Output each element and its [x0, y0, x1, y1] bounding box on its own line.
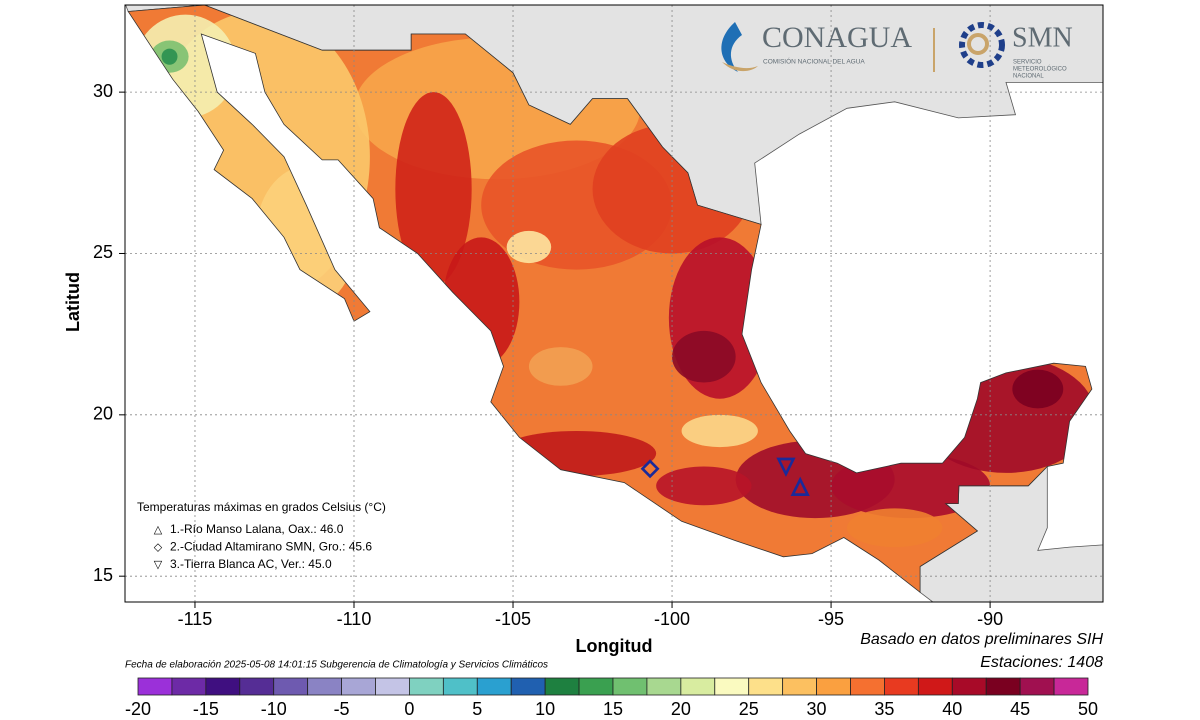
colorbar-box	[816, 677, 851, 696]
y-tick-label: 25	[93, 242, 113, 262]
colorbar-box	[409, 677, 444, 696]
x-tick-label: -100	[654, 609, 690, 629]
logo-subtext: SERVICIO	[1013, 60, 1042, 66]
source-note: Basado en datos preliminares SIH	[860, 631, 1103, 648]
logo-icon	[721, 22, 742, 72]
colorbar-box	[884, 677, 919, 696]
colorbar-box	[307, 677, 342, 696]
colorbar-box	[951, 677, 987, 696]
colorbar-label: -10	[261, 699, 287, 719]
colorbar-label: 5	[472, 699, 482, 719]
colorbar-box	[612, 677, 648, 696]
x-tick-label: -105	[495, 609, 531, 629]
colorbar-box	[748, 677, 784, 696]
colorbar-box	[137, 677, 173, 696]
y-tick-label: 20	[93, 404, 113, 424]
colorbar-box	[714, 677, 750, 696]
temperature-zone	[656, 466, 752, 506]
station-marker: ◇	[642, 455, 659, 480]
logo-text: CONAGUA	[762, 21, 912, 54]
colorbar-label: 0	[404, 699, 414, 719]
colorbar-box	[680, 677, 716, 696]
colorbar-box	[205, 677, 241, 696]
legend-symbol: △	[154, 524, 163, 536]
colorbar-box	[1053, 677, 1089, 696]
colorbar-box	[442, 677, 478, 696]
colorbar-box	[782, 677, 817, 696]
colorbar-box	[239, 677, 275, 696]
legend-label: 1.-Río Manso Lalana, Oax.: 46.0	[170, 522, 344, 536]
map-area	[125, 5, 1168, 602]
colorbar-box	[510, 677, 546, 696]
legend-title: Temperaturas máximas en grados Celsius (…	[137, 500, 386, 514]
station-marker: ▽	[777, 453, 794, 478]
colorbar-label: 15	[603, 699, 623, 719]
temperature-zone	[395, 92, 472, 286]
colorbar-label: 10	[535, 699, 555, 719]
logo-icon	[722, 62, 758, 72]
colorbar-box	[578, 677, 614, 696]
land-cuba	[1117, 331, 1168, 357]
temperature-zone	[846, 508, 943, 548]
colorbar-label: -15	[193, 699, 219, 719]
logo-subtext: METEOROLÓGICO	[1013, 66, 1067, 73]
y-tick-label: 15	[93, 565, 113, 585]
x-tick-label: -95	[818, 609, 844, 629]
x-tick-label: -90	[977, 609, 1003, 629]
logo-icon	[967, 33, 989, 55]
x-axis-label: Longitud	[576, 636, 653, 656]
colorbar-box	[476, 677, 512, 696]
logo-icon	[959, 22, 1005, 68]
colorbar-box	[544, 677, 580, 696]
temperature-zone	[672, 330, 736, 383]
x-tick-label: -110	[337, 609, 372, 629]
colorbar-label: -20	[125, 699, 151, 719]
temperature-zone	[528, 347, 593, 386]
temperature-zone	[681, 414, 758, 448]
colorbar-box	[171, 677, 207, 696]
map-frame	[124, 4, 1104, 603]
temperature-zone	[506, 230, 552, 264]
conagua-logo: CONAGUA COMISIÓN NACIONAL DEL AGUA	[721, 21, 912, 72]
colorbar-box	[341, 677, 376, 696]
colorbar-label: 30	[807, 699, 827, 719]
smn-logo: SMN SERVICIO METEOROLÓGICO NACIONAL	[959, 22, 1073, 80]
temperature-zone	[1012, 369, 1064, 409]
colorbar-box	[985, 677, 1021, 696]
logo-subtext: COMISIÓN NACIONAL DEL AGUA	[763, 57, 865, 66]
logo-text: SMN	[1012, 22, 1073, 53]
colorbar-box	[375, 677, 410, 696]
colorbar-box	[273, 677, 309, 696]
colorbar-label: 35	[874, 699, 894, 719]
colorbar-box	[850, 677, 885, 696]
date-note: Fecha de elaboración 2025-05-08 14:01:15…	[125, 660, 548, 671]
temperature-zone	[161, 48, 178, 65]
colorbar-box	[1019, 677, 1055, 696]
y-axis-label: Latitud	[63, 272, 83, 332]
colorbar-box	[917, 677, 953, 696]
colorbar-label: 45	[1010, 699, 1030, 719]
mexico-outline	[127, 5, 1093, 594]
colorbar-label: 20	[671, 699, 691, 719]
legend-label: 2.-Ciudad Altamirano SMN, Gro.: 45.6	[170, 540, 372, 554]
stations-note: Estaciones: 1408	[980, 654, 1103, 671]
legend-symbol: ▽	[154, 559, 163, 571]
legend-symbol: ◇	[154, 541, 163, 553]
logo-subtext: NACIONAL	[1013, 74, 1044, 80]
y-tick-label: 30	[93, 81, 113, 101]
colorbar-label: 40	[942, 699, 962, 719]
x-tick-label: -115	[178, 609, 213, 629]
station-marker: △	[792, 473, 809, 498]
colorbar-label: 25	[739, 699, 759, 719]
colorbar-label: 50	[1078, 699, 1098, 719]
legend-label: 3.-Tierra Blanca AC, Ver.: 45.0	[170, 557, 332, 571]
colorbar-label: -5	[334, 699, 350, 719]
colorbar-box	[646, 677, 682, 696]
